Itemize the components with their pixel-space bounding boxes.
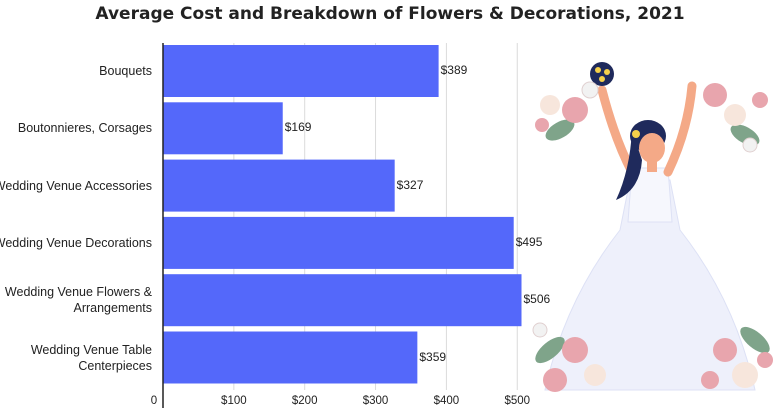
bar <box>163 102 283 155</box>
face <box>639 133 665 163</box>
bar <box>163 274 522 327</box>
category-label: Wedding Venue Flowers & Arrangements <box>4 285 152 316</box>
left-arm <box>597 85 637 177</box>
bar-value-label: $169 <box>284 120 312 135</box>
category-label: Bouquets <box>99 64 152 78</box>
bar <box>163 331 418 384</box>
neck <box>647 160 657 172</box>
bar-value-label: $327 <box>396 177 424 192</box>
flower-cluster-top-right <box>703 83 768 153</box>
bar <box>163 45 439 97</box>
dress-shape <box>544 179 756 391</box>
category-label: Boutonnieres, Corsages <box>17 121 152 136</box>
x-tick-label: 0 <box>150 395 158 407</box>
x-tick-label: $200 <box>291 395 318 407</box>
bar-group <box>163 45 522 384</box>
x-tick-label: $500 <box>504 395 531 407</box>
flower-cluster-top-left <box>535 81 599 141</box>
bar-value-label: $389 <box>440 63 468 77</box>
bar <box>163 159 395 212</box>
bouquet-icon <box>590 62 614 86</box>
category-label: Wedding Venue Table Centerpieces <box>30 342 152 373</box>
x-tick-label: $300 <box>362 395 389 407</box>
bride-illustration <box>532 62 773 392</box>
flower-cluster-bottom-right <box>701 326 773 389</box>
category-label: Wedding Venue Accessories <box>0 178 152 193</box>
flower-cluster-bottom-left <box>532 322 606 392</box>
bar-value-label: $359 <box>419 349 447 364</box>
category-label: Wedding Venue Decorations <box>0 235 152 250</box>
chart-title: Average Cost and Breakdown of Flowers & … <box>95 4 685 24</box>
x-tick-label: $400 <box>433 395 460 407</box>
bar-value-label: $495 <box>515 234 543 249</box>
bar-value-label: $506 <box>523 292 551 307</box>
hair-flower <box>632 130 640 138</box>
bar <box>163 216 514 269</box>
x-tick-label: $100 <box>221 395 247 407</box>
right-arm <box>663 81 697 177</box>
